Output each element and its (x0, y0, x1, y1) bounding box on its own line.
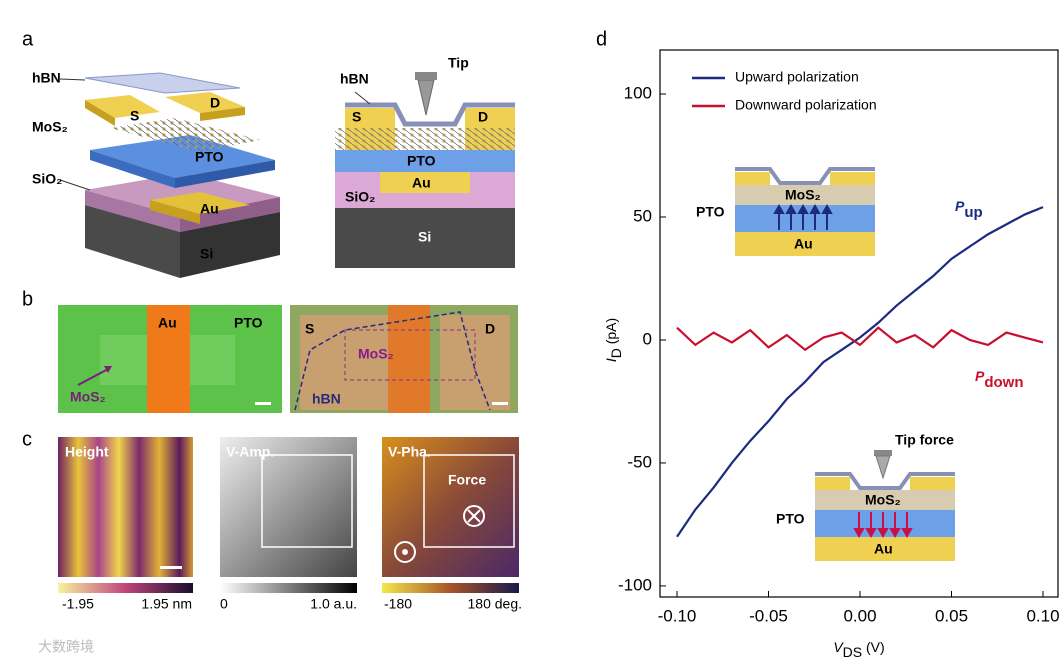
afm-images (58, 437, 519, 593)
label: SiO₂ (32, 171, 62, 187)
y-tick-label: 0 (643, 329, 652, 348)
label: Tip (448, 55, 469, 71)
colorbar-label: 1.0 a.u. (310, 596, 357, 612)
label: Si (418, 229, 431, 245)
y-axis-label: ID (pA) (603, 318, 624, 362)
label: MoS₂ (785, 187, 821, 203)
panel-label: b (22, 288, 33, 310)
colorbar-label: 1.95 nm (141, 596, 192, 612)
label: V-Pha. (388, 444, 431, 460)
y-tick-label: 100 (624, 84, 652, 103)
label: Au (158, 315, 177, 331)
label: MoS₂ (865, 492, 901, 508)
label: V-Amp. (226, 444, 274, 460)
label: D (210, 95, 220, 111)
label: SiO₂ (345, 189, 375, 205)
x-tick-label: -0.10 (658, 606, 697, 625)
cross-section (335, 72, 515, 268)
label: D (478, 109, 488, 125)
label: Tip force (895, 432, 954, 448)
label: hBN (32, 70, 61, 86)
x-axis-label: VDS (V) (833, 639, 884, 660)
x-tick-label: 0.10 (1026, 606, 1059, 625)
label: Height (65, 444, 109, 460)
x-tick-label: -0.05 (749, 606, 788, 625)
label: MoS₂ (70, 389, 106, 405)
annotation: Pup (955, 198, 983, 221)
label: Au (794, 236, 813, 252)
y-axis-label-main: I (603, 358, 619, 362)
device-stack (59, 72, 280, 278)
y-axis-label-sub: D (608, 348, 624, 358)
annotation-main: P (955, 198, 965, 214)
y-tick-label: -100 (618, 575, 652, 594)
annotation: Pdown (975, 368, 1024, 391)
label: MoS₂ (358, 346, 394, 362)
label: S (305, 321, 314, 337)
watermark: 大数跨境 (38, 639, 94, 655)
label: Au (412, 175, 431, 191)
colorbar-label: 0 (220, 596, 228, 612)
colorbar-label: -180 (384, 596, 412, 612)
x-axis-label-sub: DS (843, 644, 862, 660)
legend-label: Upward polarization (735, 69, 859, 85)
label: PTO (407, 153, 436, 169)
label: S (352, 109, 361, 125)
label: Si (200, 246, 213, 262)
label: S (130, 108, 139, 124)
label: Force (448, 472, 486, 488)
optical-image (58, 305, 282, 413)
annotation-main: P (975, 368, 985, 384)
label: Au (874, 541, 893, 557)
label: PTO (776, 511, 805, 527)
label: MoS₂ (32, 119, 68, 135)
x-axis-label-rest: (V) (862, 639, 885, 655)
y-tick-label: -50 (627, 452, 652, 471)
x-tick-label: 0.00 (843, 606, 876, 625)
colorbar-label: 180 deg. (468, 596, 523, 612)
annotation-sub: down (984, 374, 1023, 391)
label: hBN (312, 391, 341, 407)
series-line (676, 326, 1044, 352)
optical-image (290, 305, 518, 413)
series-line (676, 206, 1044, 538)
label: Au (200, 201, 219, 217)
y-tick-label: 50 (633, 206, 652, 225)
x-tick-label: 0.05 (935, 606, 968, 625)
x-axis-label-main: V (833, 639, 844, 655)
colorbar-label: -1.95 (62, 596, 94, 612)
label: hBN (340, 71, 369, 87)
label: PTO (195, 149, 224, 165)
label: PTO (696, 204, 725, 220)
label: PTO (234, 315, 263, 331)
panel-label: a (22, 28, 34, 50)
y-axis-label-rest: (pA) (603, 318, 619, 348)
inset-up (735, 167, 875, 256)
legend-label: Downward polarization (735, 97, 877, 113)
label: D (485, 321, 495, 337)
plot-frame (659, 49, 1059, 598)
panel-label: c (22, 428, 32, 450)
annotation-sub: up (964, 204, 982, 221)
panel-label: d (596, 28, 607, 50)
inset-down (815, 450, 955, 561)
